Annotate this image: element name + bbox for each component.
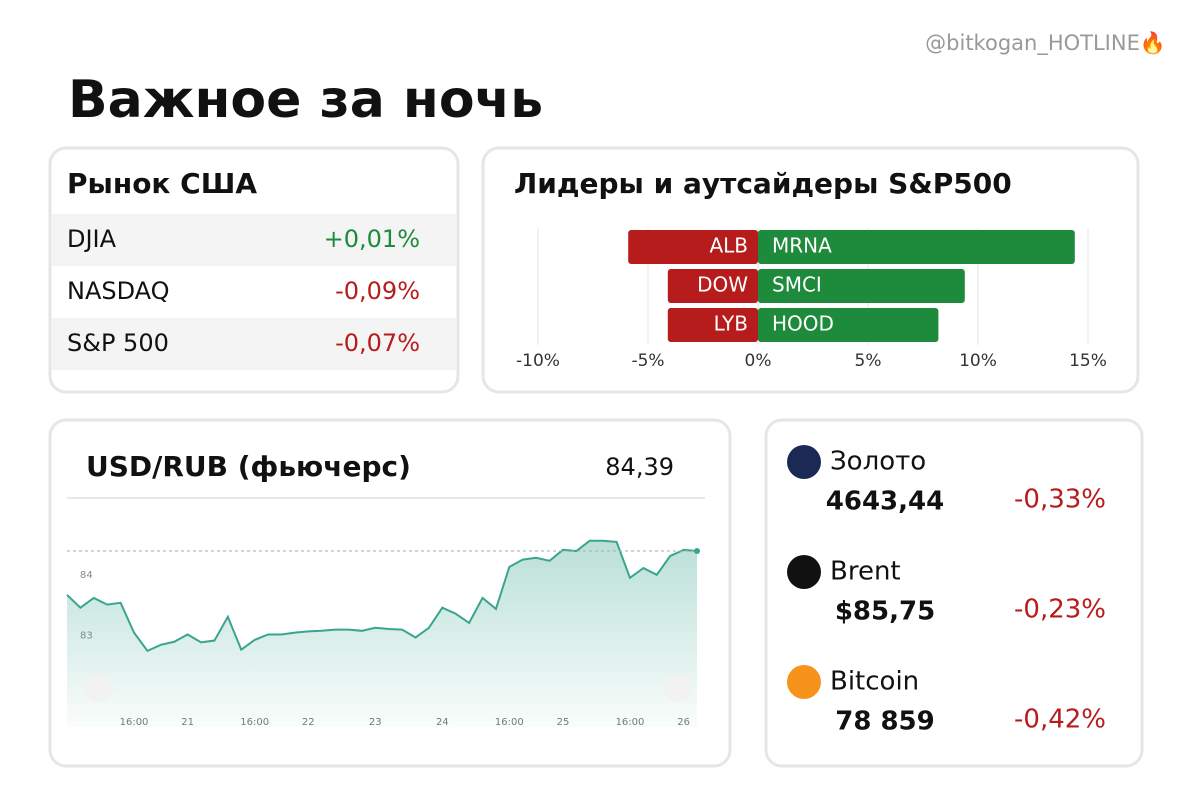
bar-label: MRNA: [772, 234, 832, 258]
bar-label: HOOD: [772, 312, 834, 336]
assets-card: [764, 418, 1144, 768]
card-title: Рынок США: [67, 167, 257, 200]
y-tick-label: 84: [80, 570, 93, 581]
row-bg: [52, 214, 456, 266]
index-name: DJIA: [67, 225, 117, 253]
asset-change: -0,33%: [1014, 485, 1106, 515]
area: [67, 540, 697, 727]
bar: [667, 269, 758, 303]
x-tick-label: 0%: [745, 351, 772, 371]
bar: [758, 269, 965, 303]
last-point: [694, 548, 700, 555]
bar: [628, 230, 758, 264]
asset-name: Brent: [830, 557, 901, 587]
asset-price: $85,75: [835, 597, 935, 627]
handle: @bitkogan_HOTLINE🔥: [925, 30, 1166, 56]
x-tick-label: -5%: [631, 351, 664, 371]
card-title: USD/RUB (фьючерс): [86, 450, 411, 483]
index-change: +0,01%: [324, 225, 420, 253]
asset-name: Золото: [830, 447, 926, 477]
index-change: -0,07%: [335, 329, 420, 357]
bar-label: LYB: [714, 312, 748, 336]
index-name: S&P 500: [67, 329, 169, 357]
asset-change: -0,23%: [1014, 595, 1106, 625]
asset-name: Bitcoin: [830, 667, 919, 697]
x-tick-label: 15%: [1069, 351, 1107, 371]
bar-label: SMCI: [772, 273, 822, 297]
bar: [758, 230, 1075, 264]
page-title: Важное за ночь: [68, 70, 543, 130]
button: [664, 674, 692, 702]
row-bg: [52, 318, 456, 370]
bar-label: DOW: [697, 273, 748, 297]
price-label: 84,39: [605, 453, 674, 481]
bar: [667, 308, 758, 342]
index-name: NASDAQ: [67, 277, 170, 305]
button: [85, 674, 113, 702]
x-tick-label: 5%: [855, 351, 882, 371]
asset-icon: [787, 555, 821, 589]
index-change: -0,09%: [335, 277, 420, 305]
asset-icon: [787, 445, 821, 479]
x-tick-label: 10%: [959, 351, 997, 371]
card-title: Лидеры и аутсайдеры S&P500: [514, 167, 1012, 200]
asset-change: -0,42%: [1014, 705, 1106, 735]
line: [66, 539, 698, 653]
x-tick-label: -10%: [516, 351, 560, 371]
asset-price: 4643,44: [826, 487, 944, 517]
bar-label: ALB: [709, 234, 748, 258]
asset-icon: [787, 665, 821, 699]
bar: [758, 308, 939, 342]
asset-price: 78 859: [835, 707, 935, 737]
